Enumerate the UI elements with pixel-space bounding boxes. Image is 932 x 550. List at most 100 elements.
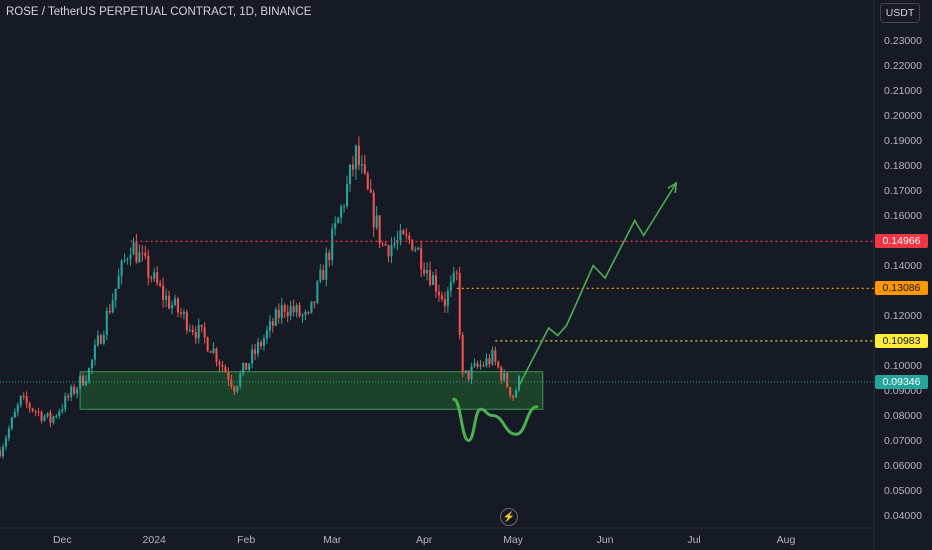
candle-body — [452, 272, 455, 282]
candle-body — [34, 410, 37, 412]
candle-body — [123, 259, 126, 261]
candle-body — [295, 305, 298, 313]
candle-body — [387, 245, 390, 257]
time-tick-label: Mar — [323, 534, 342, 546]
candle-body — [476, 363, 479, 367]
price-tick-label: 0.16000 — [884, 209, 922, 222]
candle-body — [55, 415, 58, 417]
candle-body — [402, 230, 405, 235]
candle-body — [304, 311, 307, 315]
time-tick-label: May — [503, 534, 524, 546]
candle-body — [316, 281, 319, 303]
candle-body — [298, 305, 301, 317]
candle-body — [354, 145, 357, 170]
candle-body — [265, 330, 268, 339]
candle-body — [307, 311, 310, 313]
candle-body — [212, 348, 215, 353]
candle-body — [242, 362, 245, 374]
candle-body — [76, 388, 79, 394]
candle-body — [239, 373, 242, 387]
candle-body — [114, 288, 117, 301]
candle-body — [52, 416, 55, 423]
candle-body — [485, 358, 488, 366]
candle-body — [381, 243, 384, 245]
candle-body — [215, 348, 218, 363]
candle-body — [203, 327, 206, 338]
price-tick-label: 0.23000 — [884, 34, 922, 47]
candle-body — [277, 309, 280, 319]
candle-body — [4, 438, 7, 447]
candle-body — [117, 276, 120, 289]
candle-body — [384, 243, 387, 246]
candle-body — [509, 387, 512, 396]
candle-body — [423, 269, 426, 274]
candle-body — [455, 272, 458, 274]
candle-body — [286, 311, 289, 316]
candle-body — [322, 270, 325, 280]
currency-unit-button[interactable]: USDT — [880, 3, 920, 23]
candle-body — [245, 362, 248, 370]
candle-body — [191, 329, 194, 333]
candle-body — [319, 270, 322, 282]
price-tick-label: 0.21000 — [884, 84, 922, 97]
candle-body — [61, 409, 64, 412]
candle-body — [108, 310, 111, 313]
candle-body — [138, 252, 141, 263]
candle-body — [150, 277, 153, 279]
candle-body — [200, 324, 203, 328]
candle-body — [49, 412, 52, 423]
candle-body — [488, 358, 491, 365]
candle-body — [111, 300, 114, 313]
candle-body — [340, 206, 343, 218]
candle-body — [280, 305, 283, 319]
candle-body — [28, 403, 31, 409]
level-tag-1: 0.13086 — [875, 281, 928, 296]
candle-body — [301, 314, 304, 317]
candle-body — [259, 342, 263, 347]
candle-body — [209, 351, 212, 353]
candle-body — [378, 215, 381, 244]
candle-body — [443, 299, 446, 306]
chart-title: ROSE / TetherUS PERPETUAL CONTRACT, 1D, … — [6, 6, 312, 18]
candle-body — [390, 244, 393, 257]
candle-body — [102, 335, 105, 344]
candle-body — [120, 260, 123, 277]
candle-body — [464, 370, 467, 373]
candle-body — [70, 386, 73, 398]
candle-body — [162, 285, 165, 300]
candle-body — [446, 290, 449, 306]
candle-body — [283, 305, 286, 312]
candle-body — [369, 189, 372, 193]
price-tick-label: 0.07000 — [884, 434, 922, 447]
time-tick-label: Aug — [776, 534, 796, 546]
candle-body — [399, 230, 402, 241]
candle-body — [64, 395, 67, 410]
candle-body — [360, 164, 363, 166]
candle-body — [408, 235, 411, 240]
candle-body — [274, 309, 277, 326]
candle-body — [153, 272, 156, 279]
lightning-bolt-icon[interactable]: ⚡ — [500, 508, 518, 526]
candle-body — [165, 295, 168, 300]
price-tick-label: 0.14000 — [884, 259, 922, 272]
price-tick-label: 0.19000 — [884, 134, 922, 147]
candle-body — [227, 372, 230, 381]
price-tick-label: 0.05000 — [884, 484, 922, 497]
candle-body — [79, 375, 82, 389]
candle-body — [7, 428, 10, 439]
candle-body — [515, 390, 518, 398]
candle-body — [331, 228, 334, 261]
time-tick-label: 2024 — [142, 534, 166, 546]
candle-body — [182, 312, 185, 314]
candle-body — [271, 321, 274, 326]
candle-body — [58, 411, 61, 416]
candle-body — [479, 364, 482, 367]
candle-body — [188, 329, 191, 331]
candle-body — [268, 321, 271, 331]
candle-body — [458, 272, 461, 335]
candle-body — [105, 310, 108, 336]
candle-body — [325, 252, 328, 280]
candle-body — [482, 364, 485, 366]
